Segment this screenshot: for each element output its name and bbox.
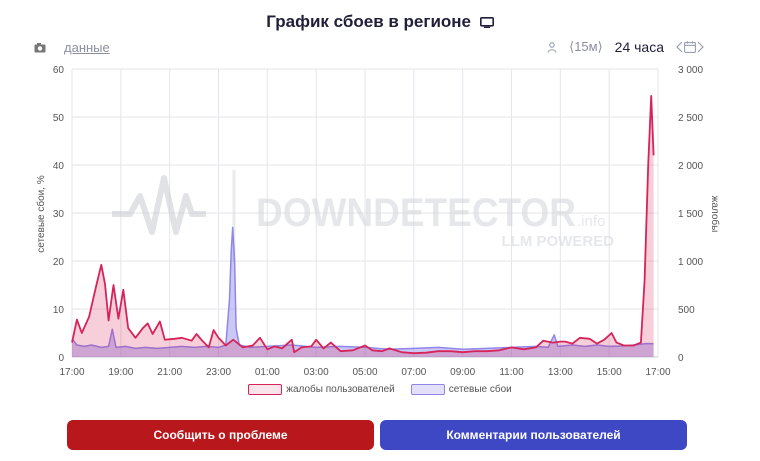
y-right-tick-label: 2 500 xyxy=(678,113,703,124)
y-left-tick-label: 0 xyxy=(58,353,64,364)
page-title: График сбоев в регионе xyxy=(0,12,760,32)
x-tick-label: 21:00 xyxy=(157,367,182,378)
watermark: DOWNDETECTOR .info LLM POWERED xyxy=(112,170,614,262)
y-right-tick-label: 1 500 xyxy=(678,209,703,220)
y-right-tick-label: 3 000 xyxy=(678,65,703,76)
x-tick-label: 09:00 xyxy=(450,367,475,378)
y-left-tick-label: 60 xyxy=(53,65,65,76)
outage-chart: DOWNDETECTOR .info LLM POWERED 0 0 10 500 20… xyxy=(35,65,721,378)
series-line-complaints xyxy=(71,95,655,355)
x-tick-label: 19:00 xyxy=(108,367,133,378)
x-tick-label: 17:00 xyxy=(645,367,670,378)
y-left-tick-label: 20 xyxy=(53,257,65,268)
legend-swatch-complaints xyxy=(248,384,283,395)
chevron-right-icon[interactable] xyxy=(697,41,704,53)
toolbar-left: данные xyxy=(34,40,110,55)
legend-complaints-label: жалобы пользователей xyxy=(286,384,395,395)
page-title-text: График сбоев в регионе xyxy=(266,12,472,31)
interval-selector[interactable]: ⟨15м⟩ xyxy=(569,39,603,54)
x-tick-label: 17:00 xyxy=(59,367,84,378)
toolbar-right: ⟨15м⟩ 24 часа xyxy=(547,39,704,55)
y-right-tick-label: 0 xyxy=(678,353,684,364)
legend-swatch-outages xyxy=(410,384,445,395)
x-tick-label: 13:00 xyxy=(548,367,573,378)
y-right-tick-label: 1 000 xyxy=(678,257,703,268)
calendar-icon[interactable] xyxy=(684,41,696,53)
y-left-tick-label: 50 xyxy=(53,113,65,124)
x-tick-label: 07:00 xyxy=(401,367,426,378)
x-tick-label: 03:00 xyxy=(304,367,329,378)
axes-labels: 0 0 10 500 20 1 000 30 1 500 40 2 000 50 2 500 60 3 0… xyxy=(53,65,704,378)
tv-icon xyxy=(479,17,494,29)
legend-outages-label: сетевые сбои xyxy=(448,384,512,395)
y-left-tick-label: 10 xyxy=(53,305,65,316)
chevron-left-icon[interactable] xyxy=(676,41,683,53)
period-label: 24 часа xyxy=(614,39,664,55)
user-comments-button[interactable]: Комментарии пользователей xyxy=(380,420,687,450)
x-tick-label: 11:00 xyxy=(499,367,524,378)
watermark-pulse-icon xyxy=(112,175,206,235)
camera-icon[interactable] xyxy=(34,42,46,54)
x-tick-label: 01:00 xyxy=(255,367,280,378)
watermark-suffix: .info xyxy=(577,213,605,230)
report-problem-button[interactable]: Сообщить о проблеме xyxy=(67,420,374,450)
chart-grid xyxy=(71,68,659,358)
y-axis-right-label: жалобы xyxy=(709,196,721,233)
watermark-sub: LLM POWERED xyxy=(502,233,615,250)
series-layer xyxy=(71,95,655,358)
legend-outages[interactable]: сетевые сбои xyxy=(410,384,512,395)
y-left-tick-label: 30 xyxy=(53,209,65,220)
x-tick-label: 15:00 xyxy=(597,367,622,378)
y-axis-left-label: сетевые сбои, % xyxy=(35,175,47,253)
data-link[interactable]: данные xyxy=(64,40,110,55)
watermark-main: DOWNDETECTOR xyxy=(256,191,576,235)
y-right-tick-label: 500 xyxy=(678,305,695,316)
chart-legend: жалобы пользователей сетевые сбои xyxy=(0,384,760,395)
y-right-tick-label: 2 000 xyxy=(678,161,703,172)
calendar-nav[interactable] xyxy=(676,41,704,53)
y-left-tick-label: 40 xyxy=(53,161,65,172)
person-icon[interactable] xyxy=(547,41,557,53)
legend-complaints[interactable]: жалобы пользователей xyxy=(248,384,395,395)
x-tick-label: 05:00 xyxy=(352,367,377,378)
x-tick-label: 23:00 xyxy=(206,367,231,378)
